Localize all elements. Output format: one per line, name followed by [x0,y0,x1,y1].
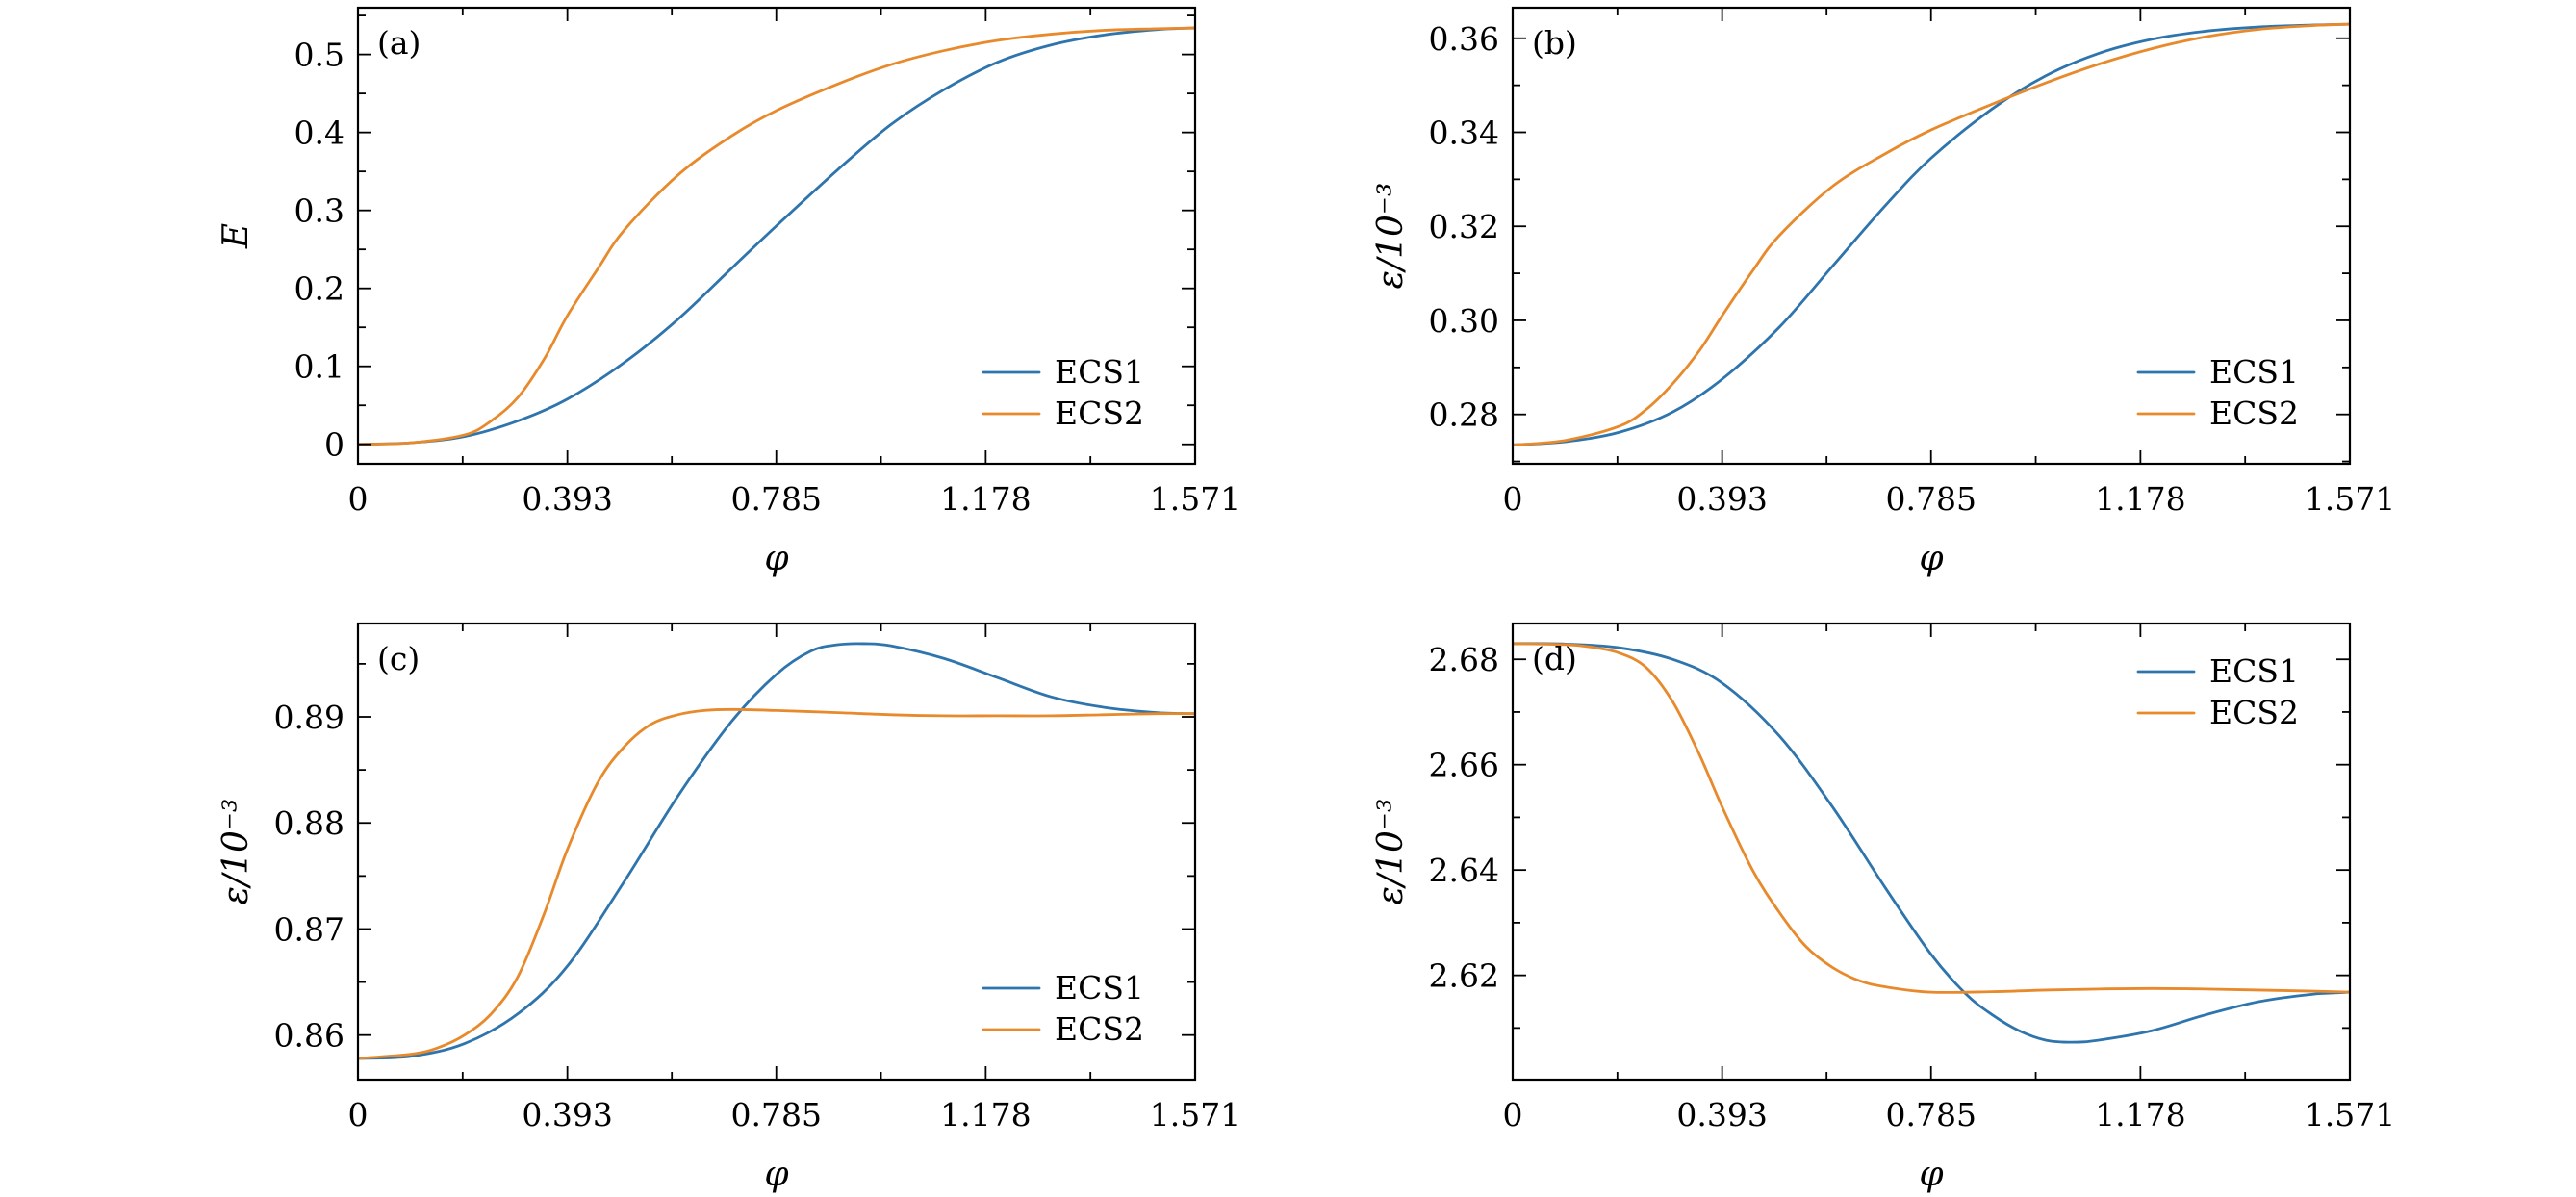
x-axis-label: φ [764,539,789,578]
legend-label-ecs1: ECS1 [2209,652,2299,690]
chart-panel-2: 0 0.393 0.785 1.178 1.571 0.28 0.30 0.32 0.34 0.3… [1371,6,2395,578]
y-tick-label: 0.5 [294,37,344,74]
legend-label-ecs2: ECS2 [1055,1010,1144,1048]
chart-panel-3: 0 0.393 0.785 1.178 1.571 0.86 0.87 0.88 0.89 φ ε/… [217,622,1240,1194]
series-line-ecs2 [1513,22,2350,446]
y-tick-label: 0.88 [274,804,344,842]
series-line-ecs1 [1513,22,2350,446]
x-tick-label: 1.571 [1150,480,1240,518]
x-tick-label: 1.178 [940,480,1031,518]
y-axis-label: ε/10⁻³ [1371,183,1411,290]
series-line-ecs2 [1513,642,2350,994]
y-axis-label: ε/10⁻³ [1371,799,1411,905]
x-tick-label: 0.393 [1676,480,1767,518]
y-tick-label: 0.30 [1429,302,1499,340]
x-axis-label: φ [1919,539,1944,578]
series-line-ecs1 [358,26,1195,446]
panel-label: (b) [1532,24,1577,62]
y-tick-label: 0.4 [294,115,344,152]
x-tick-label: 0.785 [730,1096,821,1133]
y-tick-label: 0.3 [294,192,344,230]
series-line-ecs1 [358,642,1195,1060]
y-tick-label: 0.32 [1429,208,1499,245]
x-axis-label: φ [1919,1155,1944,1194]
x-tick-label: 1.571 [1150,1096,1240,1133]
x-tick-label: 0.785 [1885,480,1976,518]
series-line-ecs2 [358,26,1195,446]
chart-panel-4: 0 0.393 0.785 1.178 1.571 2.62 2.64 2.66 2.68 φ ε/… [1371,622,2395,1194]
y-tick-label: 0.34 [1429,114,1499,151]
y-tick-label: 0.86 [274,1017,344,1055]
x-tick-label: 0 [348,480,369,518]
x-tick-label: 1.178 [940,1096,1031,1133]
x-tick-label: 0.393 [1676,1096,1767,1133]
y-tick-label: 0.2 [294,270,344,308]
legend-label-ecs1: ECS1 [1055,353,1144,391]
x-tick-label: 0.785 [730,480,821,518]
panel-label: (d) [1532,640,1577,677]
x-tick-label: 1.178 [2095,1096,2185,1133]
y-tick-label: 0.36 [1429,20,1499,58]
y-tick-label: 0.87 [274,910,344,948]
y-tick-label: 0.89 [274,699,344,736]
y-axis-label: E [217,223,256,249]
x-tick-label: 0.785 [1885,1096,1976,1133]
legend-label-ecs2: ECS2 [1055,395,1144,432]
legend-label-ecs1: ECS1 [2209,353,2299,391]
x-tick-label: 0 [1503,1096,1523,1133]
legend-label-ecs1: ECS1 [1055,969,1144,1006]
x-tick-label: 1.571 [2305,1096,2395,1133]
y-axis-label: ε/10⁻³ [217,799,256,905]
y-tick-label: 0.28 [1429,396,1499,434]
legend-label-ecs2: ECS2 [2209,694,2299,731]
x-tick-label: 0 [348,1096,369,1133]
y-tick-label: 0 [324,426,344,464]
legend-label-ecs2: ECS2 [2209,395,2299,432]
x-tick-label: 1.178 [2095,480,2185,518]
panel-label: (a) [377,24,421,62]
y-tick-label: 2.64 [1429,852,1499,889]
chart-panel-1: 0 0.393 0.785 1.178 1.571 0 0.1 0.2 0.3 0.4 0.5 φ E (… [217,6,1240,578]
plot-frame [1511,622,2352,1082]
x-tick-label: 0.393 [522,480,612,518]
series-line-ecs2 [358,707,1195,1060]
y-tick-label: 2.68 [1429,641,1499,678]
y-tick-label: 2.66 [1429,747,1499,784]
y-tick-label: 2.62 [1429,957,1499,995]
x-axis-label: φ [764,1155,789,1194]
y-tick-label: 0.1 [294,348,344,386]
x-tick-label: 0 [1503,480,1523,518]
series-line-ecs1 [1513,642,2350,1044]
x-tick-label: 1.571 [2305,480,2395,518]
x-tick-label: 0.393 [522,1096,612,1133]
panel-label: (c) [377,640,420,677]
